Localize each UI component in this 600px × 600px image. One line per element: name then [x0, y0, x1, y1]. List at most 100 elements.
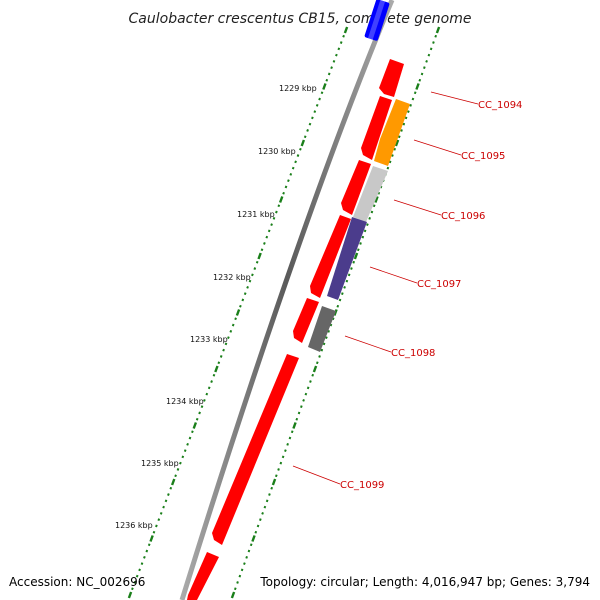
ring-tick [331, 317, 335, 321]
ring-tick [291, 166, 295, 170]
ring-tick [289, 173, 293, 176]
ring-tick [300, 405, 303, 409]
ring-tick [265, 235, 269, 239]
ring-tick [270, 486, 274, 490]
ring-tick [169, 486, 173, 490]
ring-tick [300, 139, 306, 147]
ring-tick [335, 53, 338, 57]
ring-tick [356, 248, 360, 252]
ring-tick [302, 399, 305, 402]
ring-tick [429, 47, 433, 51]
gene-label: CC_1099 [340, 480, 384, 491]
ring-tick [372, 204, 376, 208]
ring-tick [435, 26, 441, 34]
ring-tick [325, 78, 329, 82]
ring-tick [279, 461, 283, 465]
ring-tick [304, 392, 308, 396]
ring-tick [366, 223, 369, 226]
ring-tick [330, 66, 333, 70]
gene-arrow [341, 160, 371, 215]
ring-tick [138, 568, 141, 572]
gene-cc-1095 [374, 99, 410, 166]
ring-tick [329, 323, 333, 327]
ring-tick [181, 455, 185, 459]
ring-tick [243, 292, 247, 296]
map-title: Caulobacter crescentus CB15, complete ge… [129, 11, 472, 27]
ring-tick [341, 292, 344, 296]
gene-label: CC_1094 [478, 100, 522, 111]
ring-tick [311, 116, 314, 120]
scale-label: 1234 kbp [166, 397, 204, 406]
leader-cc-1097 [369, 266, 418, 284]
ring-tick [347, 273, 351, 277]
gene-label: CC_1096 [441, 211, 485, 222]
ring-tick [272, 216, 276, 220]
scale-label: 1232 kbp [213, 273, 251, 282]
ring-tick [393, 147, 397, 151]
ring-tick [212, 373, 216, 377]
ring-tick [167, 493, 170, 496]
ring-tick [170, 478, 176, 486]
ring-tick [391, 154, 394, 157]
ring-tick [333, 309, 338, 316]
ring-tick [192, 422, 198, 429]
ring-tick [292, 422, 297, 429]
ring-tick [271, 478, 277, 486]
ring-tick [282, 191, 285, 195]
ring-tick [277, 204, 281, 208]
ring-tick [222, 348, 225, 352]
ring-tick [322, 83, 327, 90]
ring-tick [251, 535, 256, 542]
ring-tick [186, 442, 189, 446]
ring-tick [420, 72, 424, 76]
ring-tick [309, 380, 312, 383]
ring-tick [386, 166, 390, 170]
ring-tick [253, 267, 257, 270]
ring-tick [265, 499, 269, 503]
ring-tick [224, 342, 228, 346]
ring-tick [183, 449, 187, 452]
ring-tick [343, 26, 349, 34]
ring-tick [306, 129, 309, 132]
ring-tick [322, 342, 326, 346]
ring-tick [131, 587, 134, 591]
ring-tick [311, 373, 315, 377]
ring-tick [308, 122, 312, 126]
ring-tick [338, 298, 342, 302]
ring-tick [149, 535, 154, 542]
ring-tick [303, 135, 307, 139]
accession-text: Accession: NC_002696 [9, 575, 145, 589]
ring-tick [388, 160, 392, 164]
ring-tick [315, 361, 319, 365]
ring-tick [296, 154, 300, 157]
ring-tick [434, 34, 438, 38]
ring-tick [345, 279, 349, 283]
ring-tick [143, 555, 146, 559]
gene-cc-1096 [353, 166, 388, 222]
ring-tick [274, 474, 278, 478]
gene-cc-1097 [327, 217, 367, 300]
ring-tick [241, 298, 245, 302]
gene-cc-1098 [308, 306, 336, 352]
ring-tick [198, 411, 201, 415]
ring-tick [210, 380, 213, 383]
ring-tick [275, 210, 278, 214]
ring-tick [413, 91, 417, 95]
ring-tick [278, 196, 284, 203]
ring-tick [281, 455, 285, 459]
ring-tick [219, 355, 223, 358]
ring-tick [359, 242, 362, 245]
ring-tick [394, 139, 400, 147]
ring-tick [327, 72, 331, 76]
ring-tick [313, 110, 317, 113]
inner-tick-ring [230, 26, 441, 599]
ring-tick [284, 449, 287, 452]
ring-tick [157, 518, 161, 522]
ring-tick [254, 530, 258, 534]
scale-label: 1231 kbp [237, 210, 275, 219]
ring-tick [277, 468, 280, 471]
ring-tick [248, 279, 252, 283]
ring-tick [342, 34, 345, 38]
ring-tick [299, 147, 302, 151]
